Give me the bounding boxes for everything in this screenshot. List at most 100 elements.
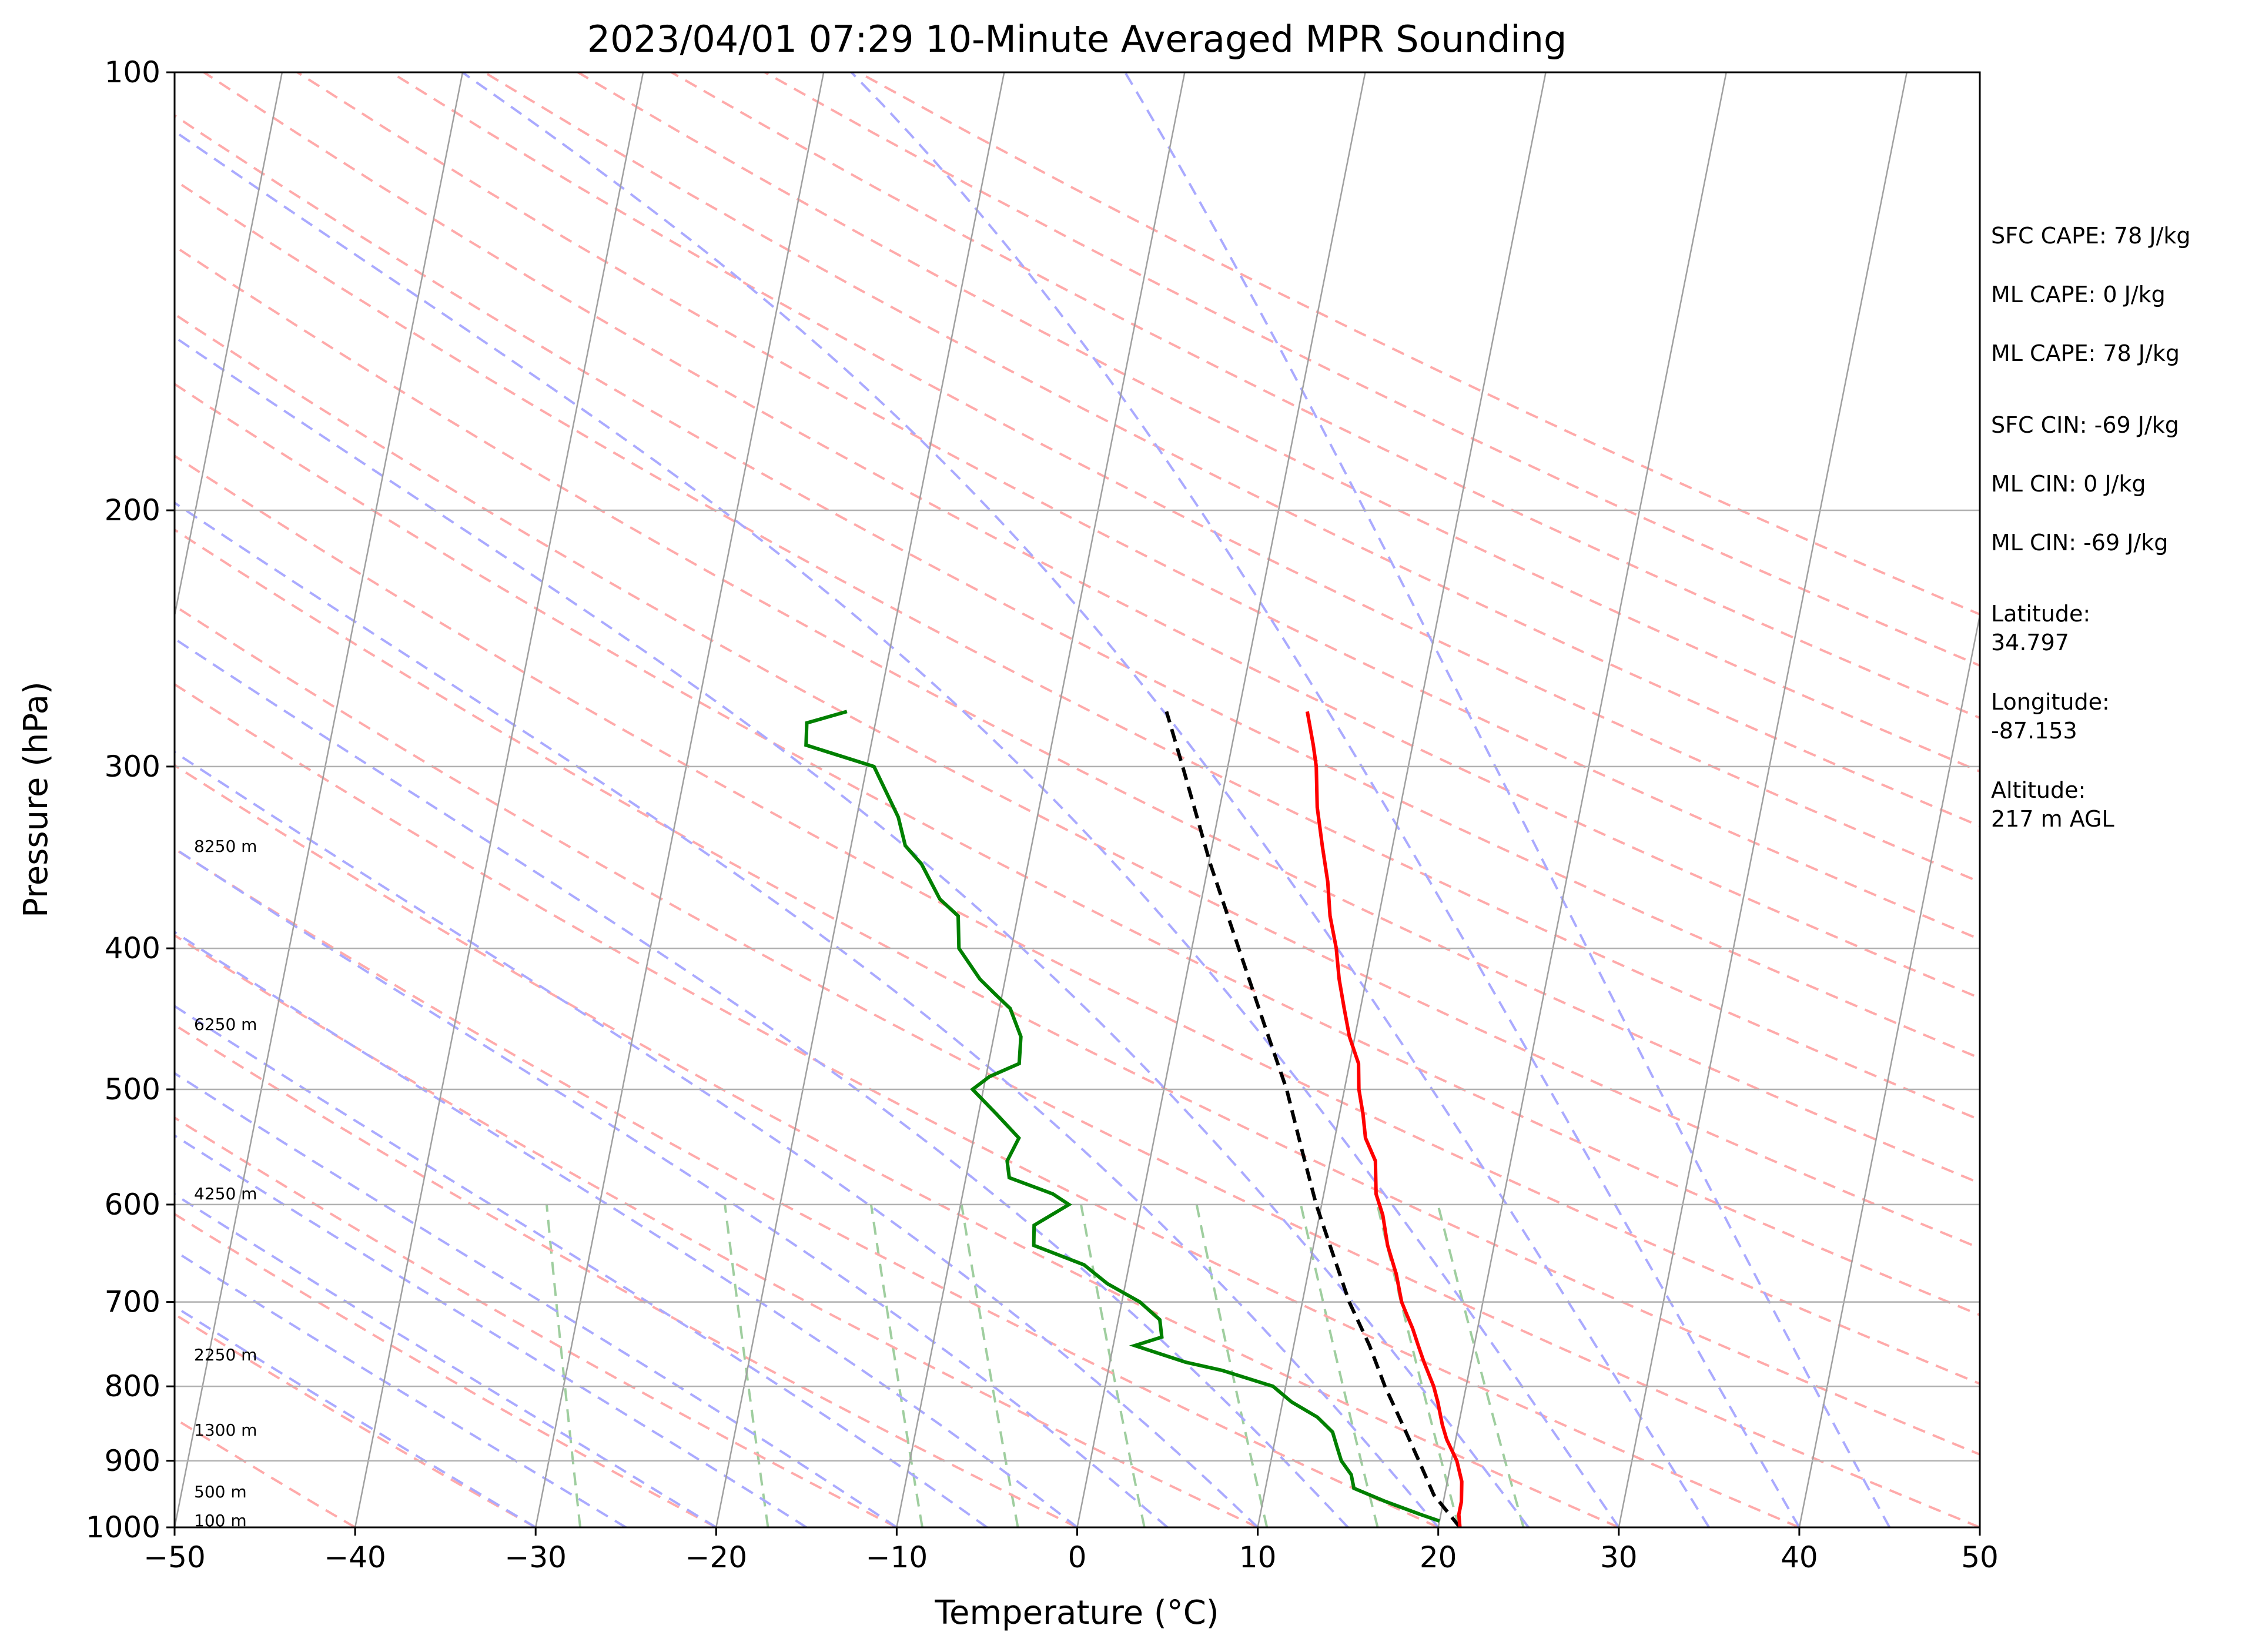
x-tick-label: 50 (1961, 1540, 1999, 1574)
chart-title: 2023/04/01 07:29 10-Minute Averaged MPR … (587, 18, 1567, 61)
dry-adiabat-line (175, 1417, 356, 1527)
mixing-ratio-line (546, 1204, 582, 1527)
height-label-8250: 8250 m (194, 837, 257, 856)
sounding-stats-panel: SFC CAPE: 78 J/kg ML CAPE: 0 J/kg ML CAP… (1991, 223, 2191, 832)
dry-adiabat-line (175, 604, 1980, 1527)
isotherm-grid (175, 72, 1980, 1527)
ml-cin-text: ML CIN: 0 J/kg (1991, 471, 2146, 497)
x-tick-label: −30 (504, 1540, 567, 1574)
parcel-profile-line (1164, 711, 1461, 1527)
mixing-ratio-line (724, 1204, 769, 1527)
dry-adiabat-line (175, 245, 1980, 1185)
dry-adiabat-line (175, 1023, 1078, 1527)
altitude-label: Altitude: (1991, 777, 2086, 803)
y-tick-label: 700 (105, 1285, 160, 1319)
x-axis-ticks: −50 −40 −30 −20 −10 0 10 20 30 40 50 (143, 1527, 1999, 1574)
height-labels: 8250 m 6250 m 4250 m 2250 m 1300 m 500 m… (194, 837, 257, 1530)
x-tick-label: 10 (1239, 1540, 1277, 1574)
isotherm-line (1257, 72, 1547, 1527)
isotherm-line (175, 72, 283, 620)
isotherm-line (896, 72, 1186, 1527)
x-tick-label: 40 (1781, 1540, 1818, 1574)
isotherm-line (354, 72, 644, 1527)
moist-adiabat-line (175, 1249, 627, 1527)
dry-adiabat-line (203, 72, 1980, 999)
moist-adiabats (175, 72, 1891, 1527)
dry-adiabat-line (175, 114, 1980, 1060)
isotherm-line (1076, 72, 1366, 1527)
dry-adiabat-line (175, 1212, 717, 1527)
x-tick-label: −20 (685, 1540, 748, 1574)
isotherm-line (175, 72, 464, 1527)
latitude-value: 34.797 (1991, 630, 2069, 656)
moist-adiabat-line (1124, 72, 1891, 1527)
ml-cape-text: ML CAPE: 0 J/kg (1991, 282, 2166, 307)
y-tick-label: 300 (105, 750, 160, 784)
height-label-1300: 1300 m (194, 1420, 257, 1440)
dry-adiabat-line (175, 1116, 898, 1527)
x-tick-label: 30 (1600, 1540, 1638, 1574)
dry-adiabat-line (175, 454, 1980, 1385)
y-tick-label: 900 (105, 1444, 160, 1478)
isotherm-line (1798, 611, 1980, 1527)
x-tick-label: −10 (866, 1540, 928, 1574)
longitude-label: Longitude: (1991, 689, 2110, 715)
y-axis-ticks: 100 200 300 400 500 600 700 800 900 1000 (86, 55, 175, 1544)
dewpoint-profile-line (804, 710, 1440, 1523)
moist-adiabat-line (175, 1305, 537, 1527)
dry-adiabat-line (390, 72, 1980, 884)
mixing-ratio-line (869, 1204, 923, 1527)
isobar-grid (175, 509, 1980, 1462)
moist-adiabat-line (175, 750, 1259, 1527)
dry-adiabat-line (671, 72, 1980, 720)
isotherm-line (1437, 72, 1727, 1527)
dry-adiabat-line (175, 764, 1619, 1527)
moist-adiabat-line (175, 335, 1530, 1527)
moist-adiabat-line (175, 129, 1620, 1527)
moist-adiabat-line (175, 1193, 717, 1527)
x-tick-label: −50 (143, 1540, 206, 1574)
y-tick-label: 400 (105, 931, 160, 965)
y-tick-label: 600 (105, 1188, 160, 1222)
dry-adiabat-line (175, 934, 1259, 1527)
temperature-profile-line (1305, 711, 1464, 1527)
dry-adiabat-line (175, 313, 1980, 1250)
mixing-ratio-line (960, 1204, 1019, 1527)
y-tick-label: 800 (105, 1369, 160, 1403)
mixing-ratio-line (1195, 1204, 1269, 1527)
dry-adiabat-line (483, 72, 1980, 828)
sfc-cin-text: SFC CIN: -69 J/kg (1991, 412, 2179, 438)
ml-cape-text-2: ML CAPE: 78 J/kg (1991, 340, 2180, 366)
moist-adiabat-line (175, 501, 1440, 1527)
x-tick-label: 20 (1420, 1540, 1457, 1574)
mixing-ratio-line (1299, 1204, 1379, 1527)
x-tick-label: 0 (1068, 1540, 1087, 1574)
mixing-ratio-line (1437, 1204, 1525, 1527)
altitude-value: 217 m AGL (1991, 806, 2114, 832)
isotherm-line (534, 72, 825, 1527)
isotherm-line (715, 72, 1005, 1527)
moist-adiabat-line (175, 847, 1169, 1527)
y-tick-label: 500 (105, 1072, 160, 1106)
y-axis-label: Pressure (hPa) (17, 681, 55, 918)
y-tick-label: 1000 (86, 1510, 160, 1544)
moist-adiabat-line (175, 931, 1078, 1527)
moist-adiabat-line (175, 637, 1349, 1527)
moist-adiabat-line (175, 1134, 807, 1527)
isotherm-line (1618, 72, 1908, 1527)
plot-area (175, 72, 1980, 1527)
mixing-ratio-line (1080, 1204, 1146, 1527)
dry-adiabat-line (175, 847, 1439, 1527)
longitude-value: -87.153 (1991, 718, 2077, 744)
x-axis-label: Temperature (°C) (934, 1594, 1219, 1632)
dry-adiabat-line (175, 178, 1980, 1122)
height-label-2250: 2250 m (194, 1345, 257, 1365)
y-tick-label: 200 (105, 493, 160, 527)
dry-adiabat-line (175, 528, 1980, 1456)
height-label-6250: 6250 m (194, 1015, 257, 1034)
y-tick-label: 100 (105, 55, 160, 89)
height-label-500: 500 m (194, 1482, 247, 1501)
height-label-4250: 4250 m (194, 1184, 257, 1203)
dry-adiabats (175, 72, 1980, 1527)
